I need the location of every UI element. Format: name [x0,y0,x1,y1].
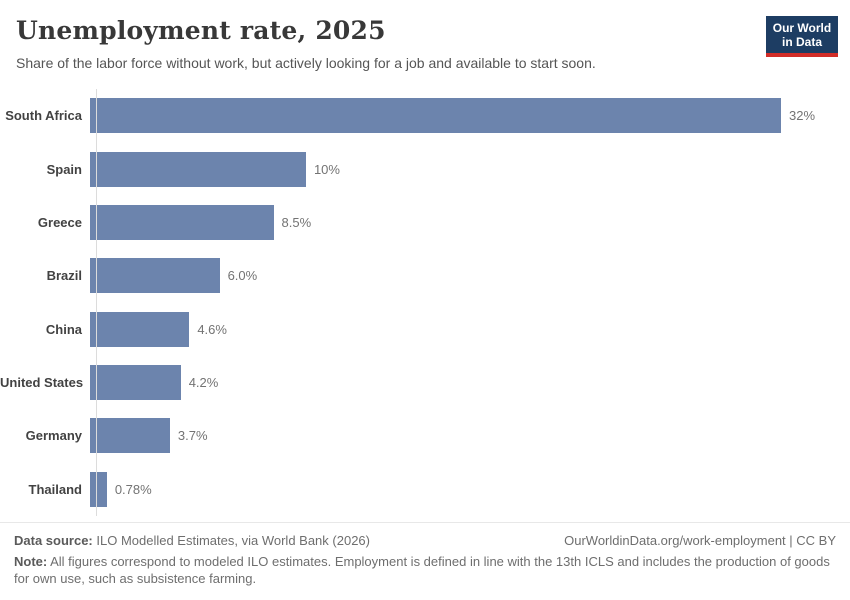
bar-value-label: 6.0% [227,268,258,284]
y-axis-line [96,89,97,516]
entity-label[interactable]: Spain [46,161,82,177]
entity-label[interactable]: China [45,321,82,337]
bar-row: China 4.6% [0,303,850,356]
data-source-value: ILO Modelled Estimates, via World Bank (… [96,533,370,548]
bar[interactable] [90,258,220,294]
bar-row: Germany 3.7% [0,409,850,462]
bar-row: United States 4.2% [0,356,850,409]
owid-logo-line1: Our World [772,21,832,35]
bar-row: Brazil 6.0% [0,249,850,302]
entity-label[interactable]: Germany [25,428,82,444]
bar-zone: 0.78% [89,471,850,507]
bar-zone: 8.5% [89,204,850,240]
owid-logo-line2: in Data [781,35,822,49]
bar[interactable] [90,418,170,454]
bar-row: South Africa 32% [0,89,850,142]
bar-value-label: 4.2% [188,375,219,391]
bar[interactable] [90,365,181,401]
chart-subtitle: Share of the labor force without work, b… [16,55,596,71]
bar-zone: 10% [89,151,850,187]
bar[interactable] [90,98,781,134]
bar-zone: 3.7% [89,418,850,454]
bar-value-label: 4.6% [197,321,227,337]
bar-rows: South Africa 32% Spain 10% Greece 8.5% Brazil 6… [0,89,850,516]
bar-zone: 4.6% [89,311,850,347]
bar-row: Spain 10% [0,142,850,195]
bar[interactable] [90,204,274,240]
bar[interactable] [90,311,190,347]
bar-row: Greece 8.5% [0,196,850,249]
entity-label[interactable]: Brazil [46,268,82,284]
bar[interactable] [90,151,306,187]
owid-url-link[interactable]: OurWorldinData.org/work-employment | CC … [564,533,836,548]
bar-zone: 6.0% [89,258,850,294]
bar-zone: 32% [89,98,850,134]
bar-value-label: 8.5% [281,214,312,230]
bar-zone: 4.2% [89,365,850,401]
bar-value-label: 3.7% [177,428,208,444]
chart-title: Unemployment rate, 2025 [16,16,386,45]
chart-header: Unemployment rate, 2025 Share of the lab… [0,0,850,72]
bar-row: Thailand 0.78% [0,463,850,516]
footer-sources-row: Data source: ILO Modelled Estimates, via… [14,532,836,549]
entity-label[interactable]: United States [0,375,84,391]
bar-value-label: 32% [789,108,816,124]
entity-label[interactable]: Greece [37,214,82,230]
entity-label[interactable]: Thailand [28,481,82,497]
footer-note: Note: All figures correspond to modeled … [14,553,836,587]
note-label: Note: [14,554,48,569]
note-text: All figures correspond to modeled ILO es… [14,554,830,586]
entity-label[interactable]: South Africa [5,108,82,124]
data-source-label: Data source: [14,533,93,548]
owid-logo[interactable]: Our World in Data [766,16,838,57]
bar[interactable] [90,471,107,507]
bar-value-label: 0.78% [114,481,152,497]
chart-footer: Data source: ILO Modelled Estimates, via… [0,522,850,587]
data-source-text: Data source: ILO Modelled Estimates, via… [14,532,370,549]
bar-value-label: 10% [313,161,340,177]
bar-chart-plot: South Africa 32% Spain 10% Greece 8.5% Brazil 6… [0,89,850,516]
